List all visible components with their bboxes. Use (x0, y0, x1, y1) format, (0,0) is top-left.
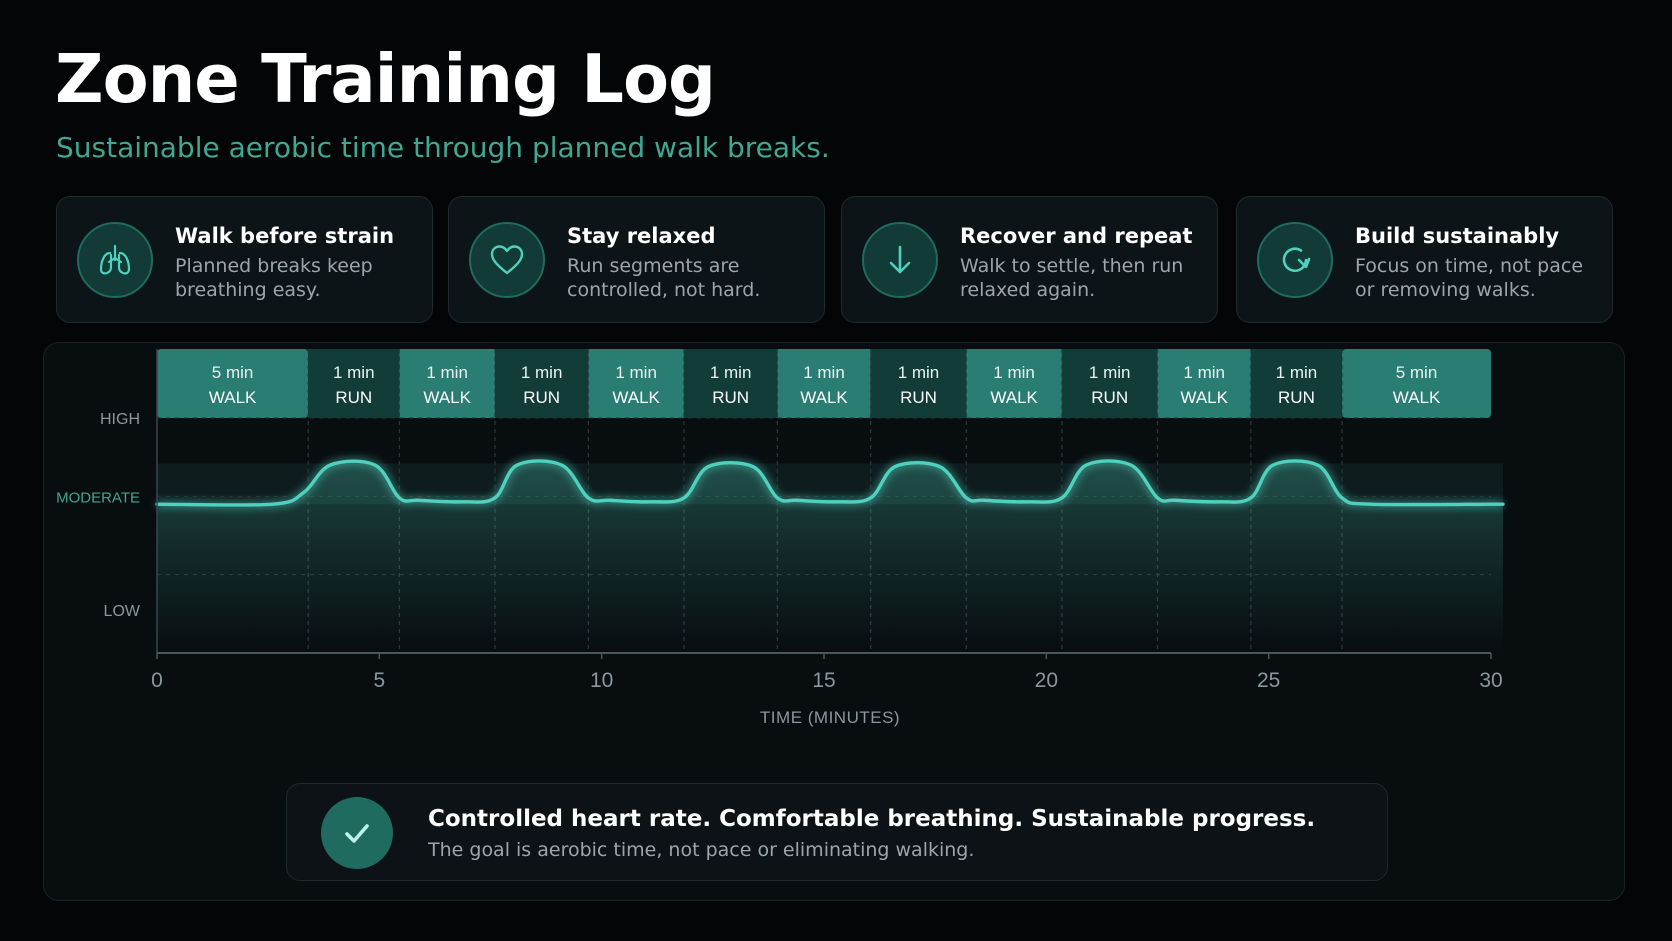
segment-type-label: WALK (990, 388, 1038, 407)
segment-band (870, 349, 967, 418)
refresh-icon (1257, 222, 1333, 298)
x-tick-label: 15 (812, 669, 835, 692)
segment-band (494, 349, 589, 418)
tip-card-title: Recover and repeat (960, 224, 1193, 248)
tip-card: Walk before strain Planned breaks keep b… (56, 196, 433, 323)
segment-band (157, 349, 309, 418)
y-level-label: MODERATE (56, 489, 140, 506)
segment-type-label: RUN (900, 388, 937, 407)
segment-type-label: WALK (209, 388, 257, 407)
segment-type-label: WALK (1180, 388, 1228, 407)
summary-box: Controlled heart rate. Comfortable breat… (286, 783, 1388, 881)
heart-rate-area (157, 460, 1503, 653)
summary-text: The goal is aerobic time, not pace or el… (428, 839, 975, 861)
y-level-label: HIGH (100, 411, 140, 428)
segment-duration-label: 1 min (615, 363, 657, 382)
segment-type-label: WALK (800, 388, 848, 407)
tip-card-text: Focus on time, not pace or removing walk… (1355, 255, 1584, 301)
x-axis-label: TIME (MINUTES) (760, 708, 900, 727)
segment-type-label: WALK (612, 388, 660, 407)
tip-card-text: Walk to settle, then run relaxed again. (960, 255, 1184, 301)
segment-duration-label: 1 min (1183, 363, 1225, 382)
heart-rate-chart: 5 min WALK 1 min RUN 1 min WALK 1 min RUN 1 min W… (56, 349, 1505, 727)
segment-type-label: RUN (1091, 388, 1128, 407)
segment-duration-label: 1 min (1089, 363, 1131, 382)
x-tick-label: 5 (373, 669, 385, 692)
segment-band (1157, 349, 1251, 418)
tip-card-text: Run segments are controlled, not hard. (567, 255, 761, 301)
segment-band (399, 349, 495, 418)
segment-duration-label: 1 min (710, 363, 752, 382)
heart-rate-line (155, 459, 1505, 507)
segment-duration-label: 1 min (993, 363, 1035, 382)
segment-band (1061, 349, 1158, 418)
segment-type-label: RUN (335, 388, 372, 407)
page-subtitle: Sustainable aerobic time through planned… (56, 131, 830, 164)
segment-duration-label: 1 min (1276, 363, 1318, 382)
x-tick-label: 30 (1479, 669, 1502, 692)
tips-row: Walk before strain Planned breaks keep b… (56, 196, 1614, 323)
segment-band (1250, 349, 1343, 418)
segment-duration-label: 1 min (521, 363, 563, 382)
x-tick-label: 0 (151, 669, 163, 692)
segment-type-label: RUN (712, 388, 749, 407)
checkmark-icon (321, 797, 393, 869)
tip-card: Stay relaxed Run segments are controlled… (448, 196, 825, 323)
page-title: Zone Training Log (55, 40, 716, 118)
x-tick-label: 25 (1257, 669, 1280, 692)
segment-band (308, 349, 400, 418)
segment-type-label: RUN (523, 388, 560, 407)
segment-duration-label: 1 min (333, 363, 375, 382)
segment-duration-label: 1 min (426, 363, 468, 382)
segment-band (966, 349, 1062, 418)
segment-band (683, 349, 778, 418)
x-tick-label: 20 (1035, 669, 1058, 692)
segment-band (1342, 349, 1491, 418)
x-tick-label: 10 (590, 669, 613, 692)
summary-title: Controlled heart rate. Comfortable breat… (428, 806, 1316, 832)
segment-type-label: RUN (1278, 388, 1315, 407)
segment-band (588, 349, 684, 418)
segment-duration-label: 5 min (1396, 363, 1438, 382)
lungs-icon (77, 222, 153, 298)
segment-duration-label: 1 min (803, 363, 845, 382)
tip-card: Build sustainably Focus on time, not pac… (1236, 196, 1613, 323)
tip-card-text: Planned breaks keep breathing easy. (175, 255, 373, 301)
segment-duration-label: 5 min (212, 363, 254, 382)
tip-card: Recover and repeat Walk to settle, then … (841, 196, 1218, 323)
segment-type-label: WALK (423, 388, 471, 407)
y-level-label: LOW (104, 603, 141, 620)
tip-card-title: Walk before strain (175, 224, 395, 248)
segment-band (777, 349, 871, 418)
segment-duration-label: 1 min (898, 363, 940, 382)
segment-type-label: WALK (1393, 388, 1441, 407)
heart-icon (469, 222, 545, 298)
tip-card-title: Stay relaxed (567, 224, 716, 248)
arrow-down-icon (862, 222, 938, 298)
tip-card-title: Build sustainably (1355, 224, 1560, 248)
